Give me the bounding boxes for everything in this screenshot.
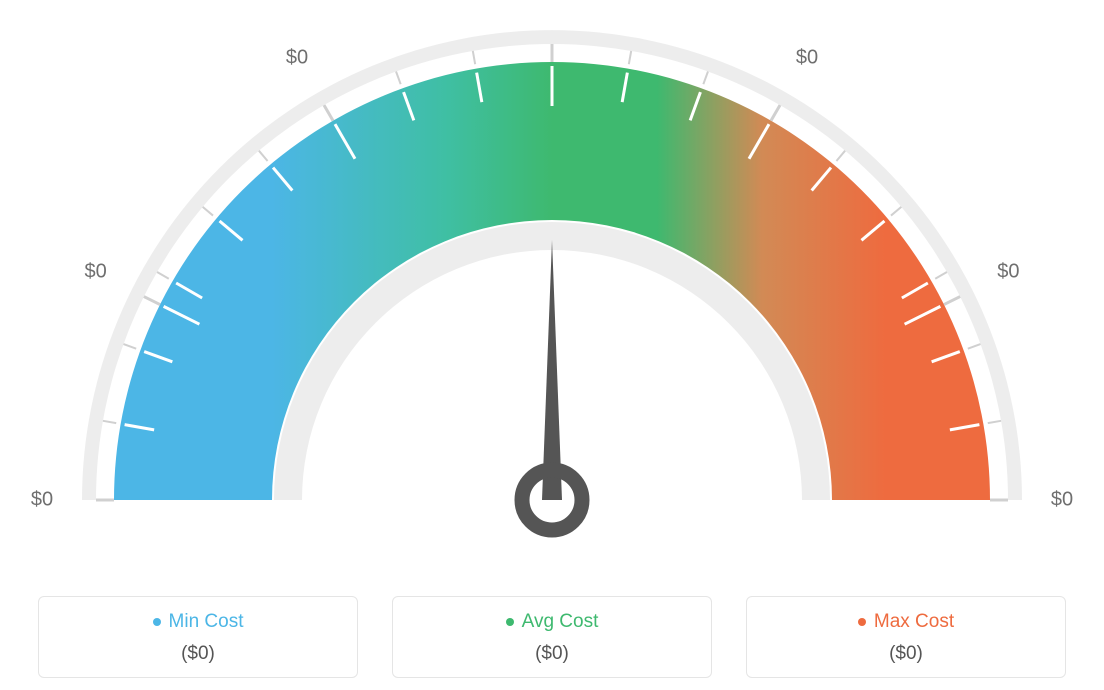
- legend-title-min: Min Cost: [153, 611, 244, 633]
- legend-card-min: Min Cost ($0): [38, 596, 358, 678]
- gauge-tick-label: $0: [541, 0, 563, 2]
- gauge-chart: $0$0$0$0$0$0$0: [0, 10, 1104, 570]
- gauge-tick-label: $0: [1051, 489, 1073, 512]
- gauge-svg: [52, 10, 1052, 570]
- legend-value-min: ($0): [39, 643, 357, 665]
- gauge-tick-label: $0: [997, 261, 1019, 284]
- gauge-canvas: $0$0$0$0$0$0$0: [52, 10, 1052, 570]
- gauge-tick-label: $0: [796, 47, 818, 70]
- legend-title-max: Max Cost: [858, 611, 954, 633]
- legend-card-avg: Avg Cost ($0): [392, 596, 712, 678]
- legend-dot-max: [858, 618, 866, 626]
- legend-card-max: Max Cost ($0): [746, 596, 1066, 678]
- gauge-tick-label: $0: [286, 47, 308, 70]
- legend-value-max: ($0): [747, 643, 1065, 665]
- legend-title-max-text: Max Cost: [874, 611, 954, 633]
- legend-title-min-text: Min Cost: [169, 611, 244, 633]
- legend-row: Min Cost ($0) Avg Cost ($0) Max Cost ($0…: [0, 596, 1104, 678]
- legend-dot-avg: [506, 618, 514, 626]
- legend-title-avg-text: Avg Cost: [522, 611, 599, 633]
- gauge-tick-label: $0: [84, 261, 106, 284]
- legend-value-avg: ($0): [393, 643, 711, 665]
- legend-title-avg: Avg Cost: [506, 611, 599, 633]
- gauge-tick-label: $0: [31, 489, 53, 512]
- legend-dot-min: [153, 618, 161, 626]
